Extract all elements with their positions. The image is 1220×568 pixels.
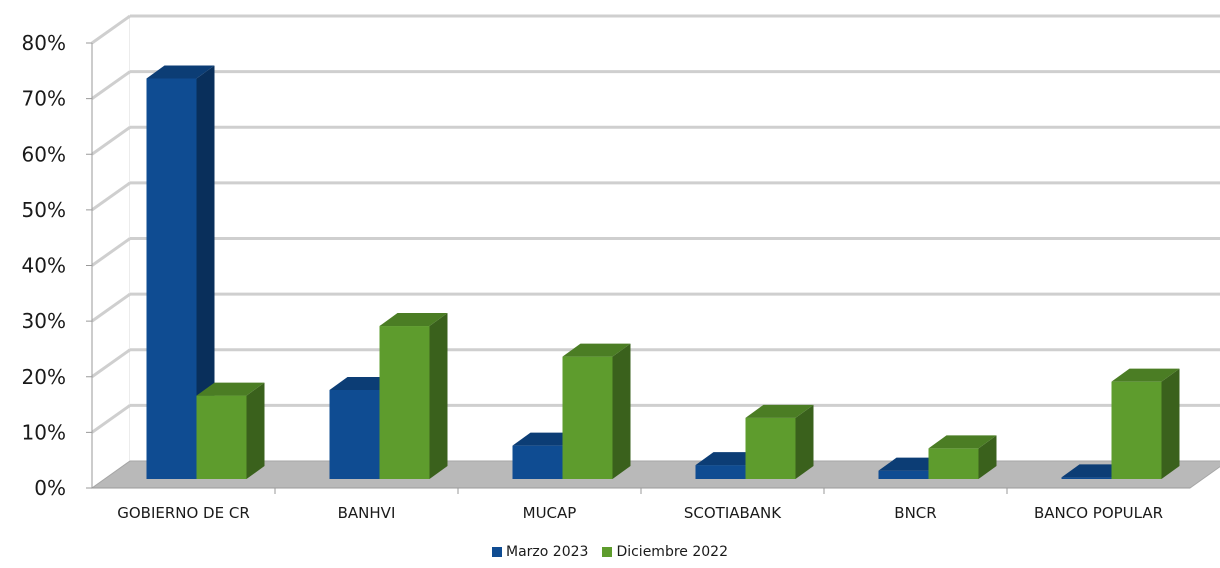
legend: Marzo 2023 Diciembre 2022 — [0, 544, 1220, 560]
gridline-side — [91, 237, 131, 267]
x-tick-label: BANCO POPULAR — [1034, 504, 1163, 522]
bar — [562, 343, 631, 479]
gridlines — [91, 14, 1220, 434]
bar-front — [928, 448, 979, 479]
bar-front — [196, 395, 247, 479]
bar — [379, 313, 448, 479]
bar — [928, 435, 997, 479]
gridline-side — [91, 126, 131, 156]
bar-side — [1161, 368, 1180, 479]
bar — [745, 404, 814, 479]
y-tick-label: 30% — [22, 309, 66, 333]
bars — [146, 65, 1180, 479]
bar-front — [379, 326, 430, 479]
bar-front — [1111, 381, 1162, 479]
legend-label-series-2: Diciembre 2022 — [616, 544, 728, 560]
bar-front — [512, 445, 563, 479]
y-tick-label: 10% — [22, 420, 66, 444]
legend-item-series-1: Marzo 2023 — [492, 544, 588, 560]
gridline-side — [91, 404, 131, 434]
bar-front — [1061, 477, 1112, 479]
y-tick-label: 50% — [22, 198, 66, 222]
x-tick-label: SCOTIABANK — [684, 504, 782, 522]
bar-top — [196, 382, 265, 396]
legend-item-series-2: Diciembre 2022 — [602, 544, 728, 560]
bar-front — [562, 356, 613, 479]
gridline-side — [91, 14, 131, 45]
bar-side — [978, 435, 997, 479]
x-tick-label: BNCR — [894, 504, 936, 522]
legend-swatch-series-1 — [492, 547, 503, 557]
gridline-side — [91, 70, 131, 100]
bar-front — [695, 465, 746, 479]
bar-front — [329, 390, 380, 479]
y-tick-label: 20% — [22, 365, 66, 389]
bar-front — [745, 417, 796, 479]
bar-side — [795, 404, 814, 479]
y-axis: 0% 10% 20% 30% 40% 50% 60% 70% 80% — [22, 31, 93, 500]
bar-top — [379, 313, 448, 327]
bar-top — [146, 65, 215, 79]
y-tick-label: 60% — [22, 142, 66, 166]
bar-side — [196, 65, 215, 479]
x-tick-label: BANHVI — [338, 504, 396, 522]
legend-label-series-1: Marzo 2023 — [506, 544, 589, 560]
bar-side — [612, 343, 631, 479]
y-tick-label: 80% — [22, 31, 66, 55]
bar-side — [246, 382, 265, 479]
bar-top — [562, 343, 631, 357]
x-tick-label: GOBIERNO DE CR — [117, 504, 250, 522]
gridline-side — [91, 348, 131, 378]
bar — [196, 382, 265, 479]
y-tick-label: 70% — [22, 87, 66, 111]
bar-top — [928, 435, 997, 449]
bar-front — [146, 78, 197, 479]
bar-side — [429, 313, 448, 479]
bar-top — [1111, 368, 1180, 382]
bar — [1111, 368, 1180, 479]
y-tick-label: 40% — [22, 254, 66, 278]
bar — [146, 65, 215, 479]
y-tick-label: 0% — [34, 476, 66, 500]
x-tick-label: MUCAP — [523, 504, 577, 522]
bar-top — [745, 404, 814, 418]
gridline-side — [91, 292, 131, 323]
gridline-side — [91, 181, 131, 212]
legend-swatch-series-2 — [602, 547, 613, 557]
bar-front — [878, 470, 929, 479]
x-axis: GOBIERNO DE CR BANHVI MUCAP SCOTIABANK BNCR B… — [117, 488, 1163, 522]
